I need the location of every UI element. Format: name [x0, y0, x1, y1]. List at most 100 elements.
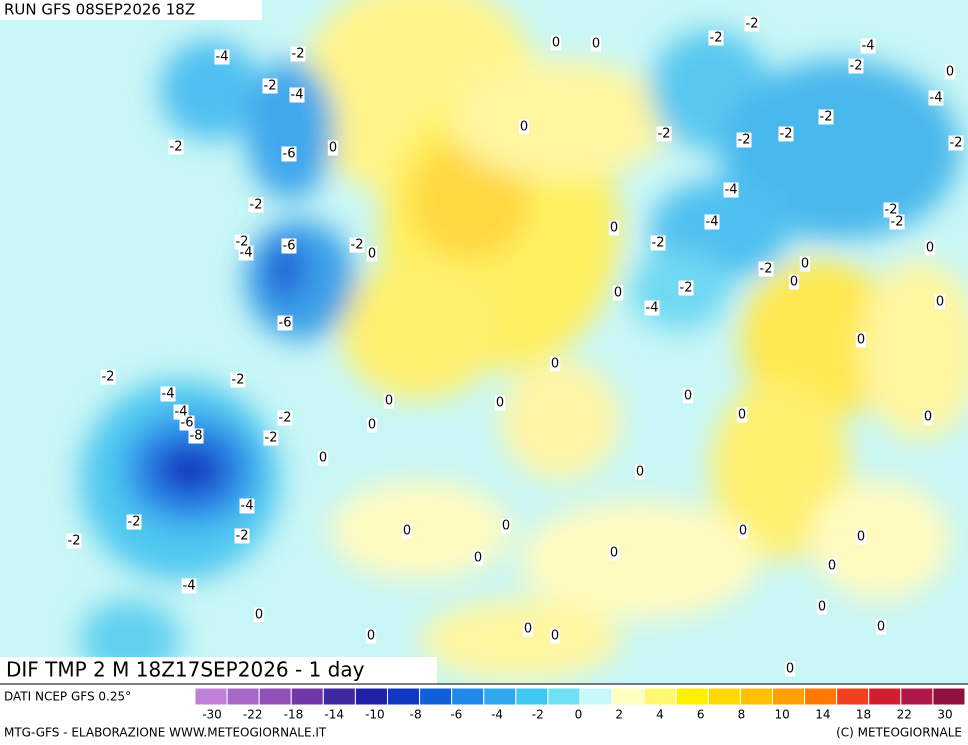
contour-label-bg: [612, 285, 624, 301]
contour-label: 0: [368, 418, 376, 433]
contour-label-bg: [855, 332, 867, 348]
contour-label-bg: [704, 214, 720, 230]
map-area: [0, 0, 968, 684]
contour-label-bg: [179, 415, 195, 431]
contour-label: -2: [170, 140, 183, 155]
contour-label: -4: [725, 183, 738, 198]
contour-label: -2: [236, 529, 249, 544]
contour-label: 0: [684, 389, 692, 404]
contour-label: 0: [936, 295, 944, 310]
contour-label: -2: [265, 431, 278, 446]
legend-tick-label: 10: [774, 708, 789, 722]
data-source: DATI NCEP GFS 0.25°: [4, 690, 131, 704]
legend-tick-label: -14: [324, 708, 344, 722]
contour-label: 0: [592, 37, 600, 52]
contour-label: 0: [857, 333, 865, 348]
contour-label: 0: [924, 410, 932, 425]
contour-label: 0: [828, 559, 836, 574]
contour-label-bg: [889, 214, 905, 230]
contour-label-bg: [549, 356, 561, 372]
contour-label-bg: [365, 628, 377, 644]
contour-label-bg: [281, 146, 297, 162]
legend-tick-label: -22: [243, 708, 263, 722]
contour-label: -2: [738, 133, 751, 148]
contour-label: 0: [801, 257, 809, 272]
contour-label: -2: [652, 236, 665, 251]
contour-label: 0: [926, 241, 934, 256]
contour-label: 0: [877, 620, 885, 635]
copyright: (C) METEOGIORNALE: [836, 726, 962, 740]
contour-label: 0: [739, 524, 747, 539]
contour-label-bg: [160, 386, 176, 402]
contour-label-bg: [778, 126, 794, 142]
contour-label-bg: [934, 294, 946, 310]
contour-label-bg: [500, 518, 512, 534]
contour-label: -4: [706, 215, 719, 230]
contour-label-bg: [848, 58, 864, 74]
contour-label: 0: [367, 629, 375, 644]
contour-label-bg: [928, 90, 944, 106]
color-legend: -30 -22 -18 -14 -10 -8 -6 -4 -2 0 2 4 6 8 10 14 18 22 30: [194, 687, 966, 722]
legend-swatch: [451, 687, 485, 706]
contour-label: -2: [292, 47, 305, 62]
legend-swatch: [387, 687, 421, 706]
contour-label-bg: [723, 182, 739, 198]
contour-label: 0: [474, 551, 482, 566]
contour-label-bg: [656, 126, 672, 142]
contour-label: 0: [502, 519, 510, 534]
contour-label: 0: [790, 275, 798, 290]
legend-swatch: [707, 687, 741, 706]
contour-label: 0: [818, 600, 826, 615]
contour-label-bg: [737, 523, 749, 539]
contour-label-bg: [289, 87, 305, 103]
run-label: RUN GFS 08SEP2026 18Z: [4, 1, 195, 19]
legend-tick-label: -2: [532, 708, 544, 722]
contour-label: -2: [279, 411, 292, 426]
contour-label-bg: [234, 528, 250, 544]
contour-label-bg: [818, 109, 834, 125]
contour-label-bg: [883, 202, 899, 218]
contour-label-bg: [549, 628, 561, 644]
legend-swatch: [611, 687, 645, 706]
legend-swatch: [643, 687, 677, 706]
contour-label-bg: [290, 46, 306, 62]
contour-label-bg: [214, 49, 230, 65]
contour-label-bg: [238, 245, 254, 261]
contour-label: 0: [738, 408, 746, 423]
contour-label-bg: [924, 240, 936, 256]
legend-swatch: [419, 687, 453, 706]
legend-swatch: [868, 687, 902, 706]
legend-swatch: [322, 687, 356, 706]
contour-label: -2: [102, 370, 115, 385]
legend-swatch: [515, 687, 549, 706]
contour-label-bg: [682, 388, 694, 404]
contour-label: -6: [279, 316, 292, 331]
contour-label: -2: [850, 59, 863, 74]
contour-label-bg: [253, 607, 265, 623]
legend-swatch: [483, 687, 517, 706]
contour-label-bg: [678, 280, 694, 296]
contour-label: 0: [552, 36, 560, 51]
legend-tick-label: -6: [450, 708, 462, 722]
contour-label-bg: [181, 578, 197, 594]
contour-label-bg: [263, 430, 279, 446]
contour-labels: -4 -2-2-4-2 -6 0-20 00-2-2-4-2 0-4-2-2 -2-2 -2-…: [66, 16, 964, 677]
contour-label-bg: [784, 661, 796, 677]
contour-label: -2: [250, 198, 263, 213]
contour-label-bg: [168, 139, 184, 155]
contour-label-bg: [518, 119, 530, 135]
contour-label-bg: [860, 38, 876, 54]
contour-label-bg: [948, 135, 964, 151]
legend-tick-label: 18: [856, 708, 871, 722]
contour-label-bg: [650, 235, 666, 251]
contour-label: -4: [162, 387, 175, 402]
contour-label: 0: [255, 608, 263, 623]
contour-label: 0: [368, 247, 376, 262]
contour-label-bg: [590, 36, 602, 52]
contour-label: 0: [319, 451, 327, 466]
contour-label-bg: [366, 246, 378, 262]
legend-swatch: [579, 687, 613, 706]
contour-label: 0: [551, 357, 559, 372]
legend-swatch: [354, 687, 388, 706]
contour-label: -4: [646, 301, 659, 316]
